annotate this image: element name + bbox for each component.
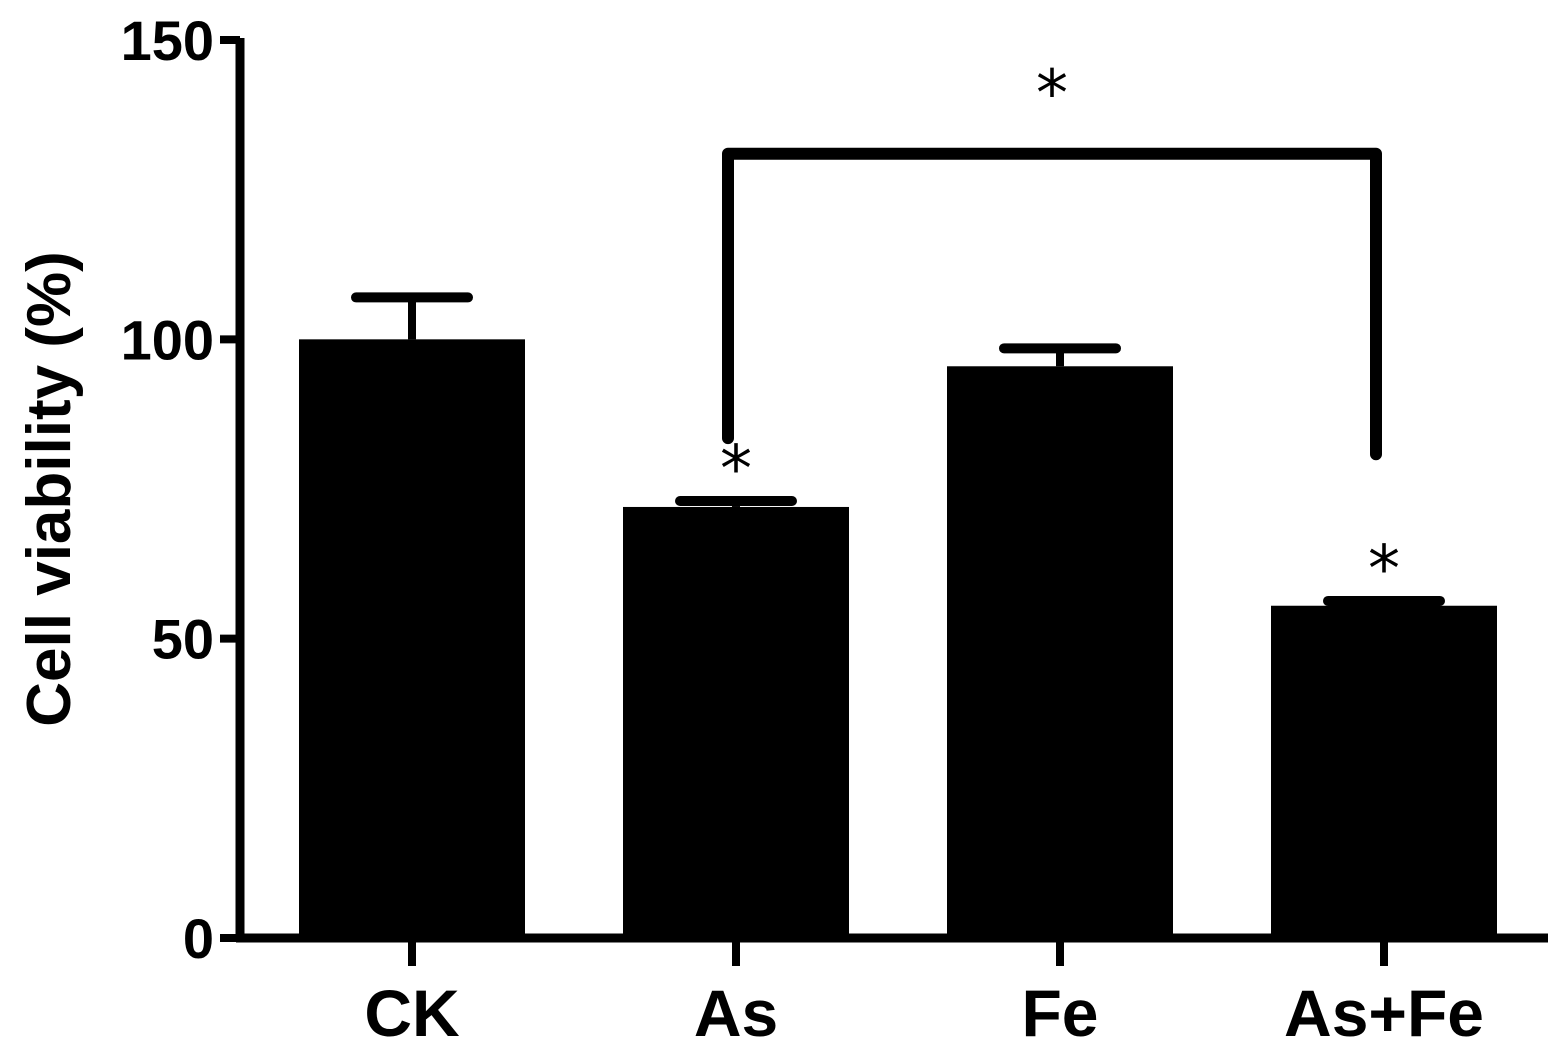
y-axis-title: Cell viability (%) (15, 251, 84, 726)
x-tick-label: CK (364, 976, 460, 1046)
x-tick-label: Fe (1021, 976, 1098, 1046)
comparison-significance-mark: * (1036, 58, 1068, 132)
bar (623, 506, 849, 938)
bar (1271, 605, 1497, 938)
significance-mark: * (1368, 533, 1400, 607)
y-tick-label: 0 (183, 907, 214, 970)
x-tick-label: As+Fe (1284, 976, 1484, 1046)
y-tick-label: 150 (121, 9, 214, 72)
bar (299, 339, 525, 938)
x-tick-label: As (694, 976, 778, 1046)
bar (947, 366, 1173, 939)
comparison-bracket (722, 147, 1382, 461)
significance-mark: * (720, 433, 752, 507)
y-tick-label: 100 (121, 308, 214, 371)
y-tick-label: 50 (152, 608, 214, 671)
